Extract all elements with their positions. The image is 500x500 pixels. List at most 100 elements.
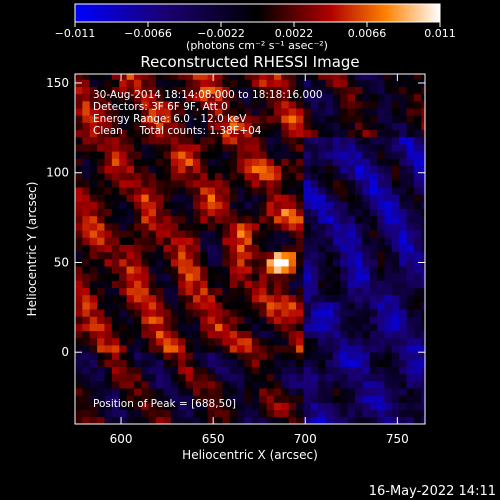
heatmap-cell — [399, 194, 407, 202]
heatmap-cell — [119, 373, 127, 382]
heatmap-cell — [89, 266, 98, 274]
heatmap-cell — [200, 280, 209, 288]
heatmap-cell — [185, 194, 194, 202]
heatmap-cell — [384, 323, 393, 332]
heatmap-cell — [377, 74, 385, 80]
heatmap-cell — [126, 359, 135, 367]
heatmap-cell — [97, 100, 105, 109]
heatmap-cell — [222, 301, 231, 310]
heatmap-cell — [104, 380, 113, 389]
heatmap-cell — [332, 115, 341, 123]
heatmap-cell — [156, 222, 164, 231]
heatmap-cell — [281, 244, 290, 253]
heatmap-cell — [170, 316, 179, 324]
heatmap-cell — [362, 215, 371, 224]
heatmap-cell — [384, 187, 393, 195]
heatmap-cell — [369, 323, 378, 332]
heatmap-cell — [251, 222, 260, 231]
heatmap-cell — [222, 323, 231, 332]
heatmap-cell — [126, 337, 135, 346]
heatmap-cell — [296, 395, 304, 403]
heatmap-cell — [281, 402, 290, 411]
heatmap-cell — [377, 136, 385, 145]
heatmap-cell — [170, 122, 179, 131]
heatmap-cell — [413, 301, 422, 310]
heatmap-cell — [200, 330, 209, 339]
heatmap-cell — [192, 144, 201, 152]
heatmap-cell — [133, 136, 142, 145]
heatmap-cell — [377, 122, 385, 131]
heatmap-cell — [215, 79, 223, 87]
heatmap-cell — [325, 100, 334, 109]
heatmap-cell — [75, 215, 83, 224]
heatmap-cell — [200, 172, 209, 181]
heatmap-cell — [303, 151, 312, 159]
heatmap-cell — [229, 172, 238, 181]
heatmap-cell — [296, 115, 304, 123]
heatmap-cell — [332, 122, 341, 131]
heatmap-cell — [97, 345, 105, 353]
heatmap-cell — [222, 122, 231, 131]
heatmap-cell — [259, 201, 267, 210]
heatmap-cell — [421, 345, 425, 353]
heatmap-cell — [413, 337, 422, 346]
heatmap-cell — [369, 373, 378, 382]
heatmap-cell — [170, 330, 179, 339]
heatmap-cell — [97, 194, 105, 202]
heatmap-cell — [215, 258, 223, 267]
heatmap-cell — [251, 395, 260, 403]
heatmap-cell — [273, 230, 282, 238]
heatmap-cell — [222, 373, 231, 382]
heatmap-cell — [133, 388, 142, 396]
heatmap-cell — [303, 280, 312, 288]
heatmap-cell — [332, 380, 341, 389]
heatmap-cell — [141, 273, 150, 281]
heatmap-cell — [178, 244, 186, 253]
heatmap-cell — [296, 294, 304, 303]
heatmap-cell — [266, 187, 275, 195]
heatmap-cell — [82, 79, 91, 87]
heatmap-cell — [413, 237, 422, 245]
heatmap-cell — [318, 108, 326, 116]
heatmap-cell — [148, 280, 157, 288]
heatmap-cell — [215, 316, 223, 324]
heatmap-cell — [391, 122, 400, 131]
heatmap-cell — [156, 251, 164, 260]
heatmap-cell — [369, 179, 378, 188]
heatmap-cell — [163, 208, 172, 217]
heatmap-cell — [163, 280, 172, 288]
heatmap-cell — [185, 108, 194, 116]
heatmap-cell — [273, 208, 282, 217]
heatmap-cell — [369, 244, 378, 253]
heatmap-cell — [347, 151, 356, 159]
heatmap-cell — [406, 258, 415, 267]
heatmap-cell — [82, 409, 91, 418]
heatmap-cell — [229, 201, 238, 210]
heatmap-cell — [192, 136, 201, 145]
heatmap-cell — [207, 201, 216, 210]
heatmap-cell — [406, 294, 415, 303]
heatmap-cell — [97, 309, 105, 317]
heatmap-cell — [75, 280, 83, 288]
heatmap-cell — [111, 179, 120, 188]
heatmap-cell — [192, 330, 201, 339]
heatmap-cell — [377, 402, 385, 411]
heatmap-cell — [97, 330, 105, 339]
heatmap-cell — [318, 251, 326, 260]
heatmap-cell — [244, 373, 253, 382]
heatmap-cell — [156, 395, 164, 403]
heatmap-cell — [391, 115, 400, 123]
heatmap-cell — [111, 380, 120, 389]
heatmap-cell — [222, 208, 231, 217]
heatmap-cell — [288, 194, 297, 202]
heatmap-cell — [244, 280, 253, 288]
heatmap-cell — [325, 395, 334, 403]
heatmap-cell — [82, 122, 91, 131]
heatmap-cell — [391, 352, 400, 360]
heatmap-cell — [391, 380, 400, 389]
heatmap-cell — [296, 330, 304, 339]
heatmap-cell — [406, 151, 415, 159]
heatmap-cell — [222, 136, 231, 145]
heatmap-cell — [170, 359, 179, 367]
heatmap-cell — [281, 158, 290, 166]
